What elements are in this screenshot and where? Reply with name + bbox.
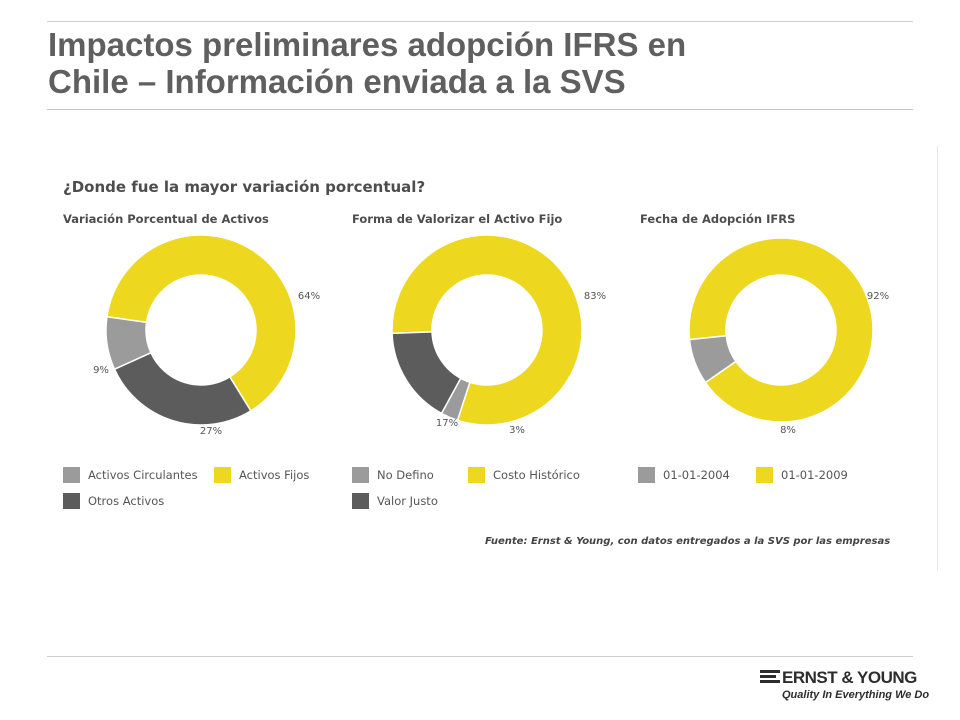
source-note: Fuente: Ernst & Young, con datos entrega… [485,536,891,547]
legend-item: Valor Justo [352,493,438,509]
slice-value-label: 3% [509,425,525,436]
legend-swatch [352,493,369,509]
chart-title-activos: Variación Porcentual de Activos [63,212,269,226]
legend-label: Otros Activos [88,494,165,508]
legend-swatch [214,467,231,483]
slide-title-line-1: Impactos preliminares adopción IFRS en [48,26,687,63]
slice-value-label: 8% [780,425,796,436]
chart-title-activo-fijo: Forma de Valorizar el Activo Fijo [352,212,563,226]
donut-slice-valor-justo [391,331,462,415]
legend-swatch [63,493,80,509]
legend-label: Activos Fijos [239,468,310,482]
legend-item: 01-01-2009 [756,467,848,483]
legend-swatch [638,467,655,483]
bottom-rule [47,656,913,657]
legend-label: No Defino [377,468,434,482]
legend-label: 01-01-2004 [663,468,730,482]
legend-swatch [468,467,485,483]
legend-item: Otros Activos [63,493,164,509]
legend-label: Activos Circulantes [88,468,198,482]
logo-bars-icon [760,670,780,686]
slice-value-label: 92% [867,291,889,302]
donut-slice-otros-activos [113,351,252,426]
slice-value-label: 27% [200,426,222,437]
donut-slice-01-01-2009 [688,237,874,423]
logo-name: ERNST & YOUNG [782,668,917,687]
legend-item: Activos Fijos [214,467,309,483]
legend-item: No Defino [352,467,434,483]
slide-title-line-2: Chile – Información enviada a la SVS [48,63,626,100]
slice-value-label: 17% [436,418,458,429]
chart-panel-edge [937,146,938,570]
slice-value-label: 9% [93,365,109,376]
legend-item: Activos Circulantes [63,467,198,483]
chart-panel [48,146,938,570]
chart-title-fecha-adopcion: Fecha de Adopción IFRS [640,212,796,226]
donut-slice-activos-circulantes [105,315,152,371]
top-rule [47,21,913,22]
legend-item: Costo Histórico [468,467,580,483]
slice-value-label: 83% [584,291,606,302]
chart-question: ¿Donde fue la mayor variación porcentual… [63,178,426,196]
legend-swatch [352,467,369,483]
legend-swatch [63,467,80,483]
legend-label: Valor Justo [377,494,438,508]
slide-title: Impactos preliminares adopción IFRS en C… [48,26,908,100]
logo-tagline: Quality In Everything We Do [782,689,930,701]
legend-label: 01-01-2009 [781,468,848,482]
legend-item: 01-01-2004 [638,467,730,483]
title-accent-rule [47,109,913,110]
legend-swatch [756,467,773,483]
legend-label: Costo Histórico [493,468,580,482]
donut-slice-01-01-2004 [688,334,737,384]
slice-value-label: 64% [298,291,320,302]
donut-slice-costo-hist-rico [391,234,583,426]
ernst-young-logo: ERNST & YOUNG Quality In Everything We D… [760,668,929,708]
donut-slice-activos-fijos [106,234,297,412]
